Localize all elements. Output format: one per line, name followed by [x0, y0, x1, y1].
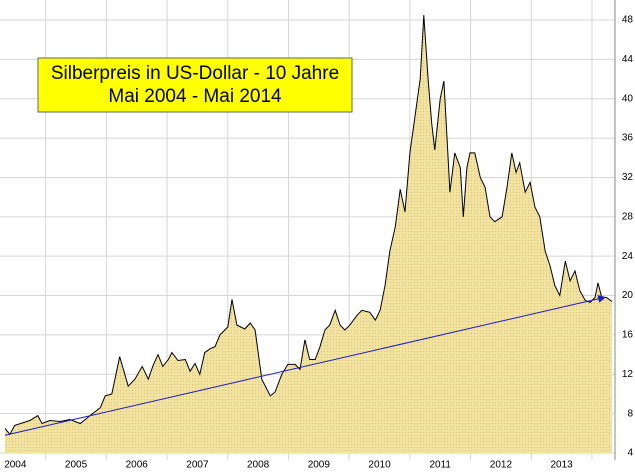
- y-tick-label: 12: [622, 369, 634, 380]
- y-tick-label: 8: [627, 408, 633, 419]
- chart-subtitle: Mai 2004 - Mai 2014: [108, 86, 282, 107]
- y-tick-label: 28: [622, 211, 634, 222]
- x-tick-label: 2013: [550, 460, 573, 471]
- title-background: [37, 57, 353, 113]
- y-tick-label: 4: [627, 448, 633, 459]
- area: [5, 15, 612, 453]
- y-tick-label: 16: [622, 330, 634, 341]
- x-tick-label: 2008: [247, 460, 270, 471]
- x-tick-label: 2009: [308, 460, 331, 471]
- title-box: Silberpreis in US-Dollar - 10 Jahre Mai …: [37, 57, 353, 113]
- x-tick-label: 2004: [4, 460, 27, 471]
- y-tick-label: 44: [622, 54, 634, 65]
- x-tick-label: 2011: [429, 460, 451, 471]
- y-tick-label: 24: [622, 251, 634, 262]
- x-tick-label: 2006: [126, 460, 149, 471]
- y-tick-label: 20: [622, 290, 634, 301]
- y-tick-label: 32: [622, 172, 634, 183]
- trend-line: [4, 294, 607, 436]
- x-tick-label: 2012: [490, 460, 513, 471]
- price-line: [4, 15, 613, 436]
- y-tick-label: 36: [622, 133, 634, 144]
- x-tick-label: 2005: [65, 460, 88, 471]
- y-tick-label: 40: [622, 93, 634, 104]
- plot: [4, 15, 613, 453]
- x-tick-label: 2010: [368, 460, 391, 471]
- y-tick-label: 48: [622, 15, 634, 26]
- x-tick-label: 2007: [186, 460, 209, 471]
- chart-title: Silberpreis in US-Dollar - 10 Jahre: [51, 63, 339, 84]
